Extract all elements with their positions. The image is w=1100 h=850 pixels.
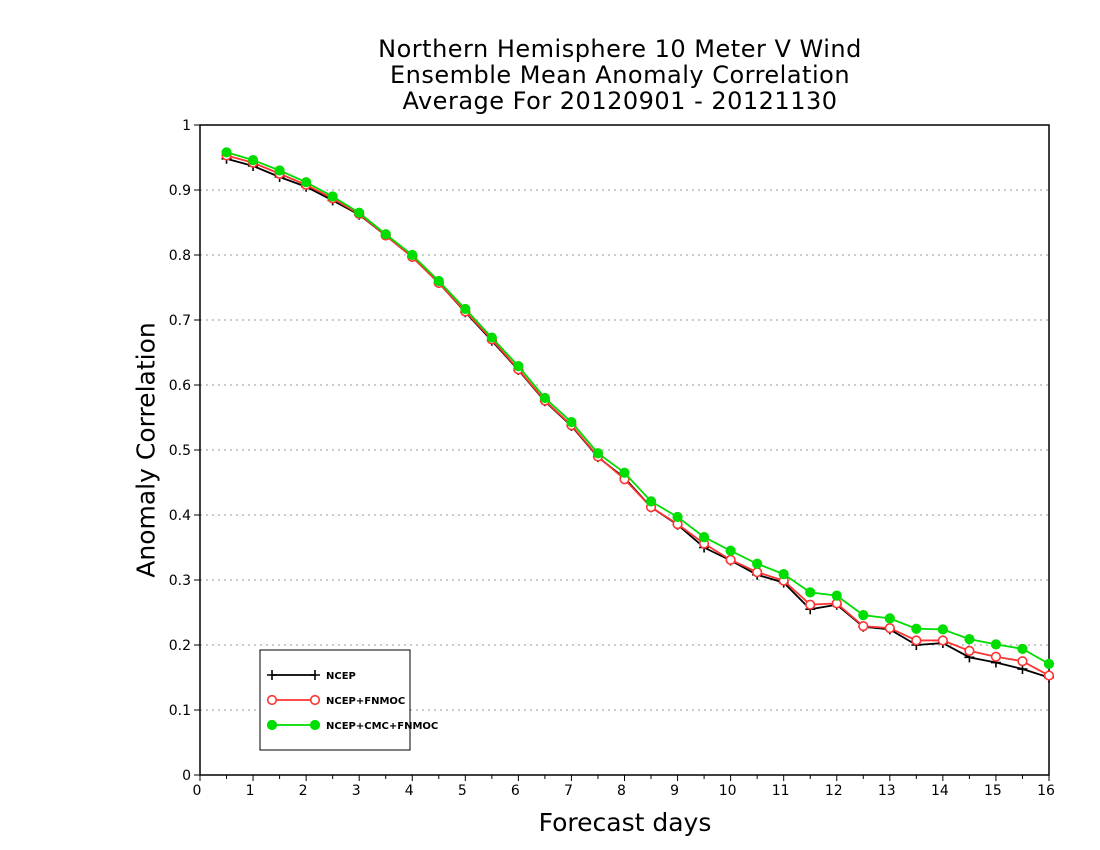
- x-tick-label: 16: [1037, 783, 1055, 799]
- x-tick-label: 3: [352, 783, 361, 799]
- data-point: [433, 275, 444, 287]
- title-line-2: Ensemble Mean Anomaly Correlation: [389, 61, 851, 89]
- data-point: [990, 639, 1002, 650]
- data-point: [752, 567, 763, 578]
- legend-marker: [309, 694, 321, 706]
- series-line: [226, 157, 1050, 679]
- x-tick-label: 15: [984, 783, 1002, 799]
- data-point: [752, 558, 763, 569]
- data-point: [990, 651, 1002, 662]
- data-point: [725, 545, 736, 556]
- data-point: [221, 147, 232, 158]
- y-tick-label: 0.3: [169, 573, 191, 589]
- x-tick-label: 1: [246, 783, 255, 799]
- data-point: [619, 467, 630, 478]
- data-point: [911, 635, 922, 646]
- x-tick-label: 11: [772, 783, 790, 799]
- y-axis-label: Anomaly Correlation: [131, 322, 161, 578]
- data-point: [805, 599, 816, 610]
- y-tick-label: 0.9: [169, 183, 191, 199]
- y-tick-label: 0.6: [169, 378, 191, 394]
- title-line-3: Average For 20120901 - 20121130: [402, 87, 838, 115]
- data-point: [247, 155, 259, 166]
- data-point: [539, 392, 551, 404]
- data-point: [1043, 670, 1055, 681]
- x-tick-label: 9: [670, 783, 679, 799]
- x-tick-label: 13: [878, 783, 896, 799]
- x-tick-label: 14: [931, 783, 949, 799]
- data-point: [858, 610, 869, 621]
- data-point: [301, 177, 312, 188]
- legend-label: NCEP+CMC+FNMOC: [326, 721, 438, 732]
- x-tick-label: 6: [511, 783, 520, 799]
- data-point: [407, 249, 418, 261]
- data-point: [884, 622, 895, 634]
- y-tick-label: 0.5: [169, 443, 191, 459]
- data-point: [911, 623, 922, 634]
- data-point: [964, 645, 975, 656]
- data-point: [937, 624, 948, 635]
- x-tick-label: 0: [193, 783, 202, 799]
- data-point: [1017, 656, 1028, 667]
- data-point: [486, 332, 497, 343]
- data-point: [645, 496, 657, 507]
- series-line: [226, 151, 1050, 665]
- data-point: [884, 613, 895, 624]
- legend-marker: [310, 670, 320, 680]
- data-point: [964, 634, 975, 645]
- legend-label: NCEP: [326, 671, 356, 682]
- x-tick-label: 5: [458, 783, 467, 799]
- data-point: [778, 569, 789, 580]
- y-tick-label: 0.1: [169, 703, 191, 719]
- x-tick-label: 12: [825, 783, 843, 799]
- data-point: [274, 165, 285, 176]
- y-tick-label: 0.2: [169, 638, 191, 654]
- data-point: [566, 416, 577, 428]
- data-point: [698, 532, 710, 543]
- y-tick-label: 1: [182, 118, 191, 134]
- x-tick-label: 8: [617, 783, 626, 799]
- data-point: [460, 303, 471, 315]
- x-axis-label: Forecast days: [538, 808, 712, 837]
- legend-label: NCEP+FNMOC: [326, 696, 405, 707]
- data-point: [937, 635, 948, 646]
- data-point: [1017, 643, 1028, 655]
- data-point: [327, 191, 338, 202]
- data-point: [672, 511, 683, 523]
- data-point: [513, 361, 524, 372]
- data-point: [380, 229, 391, 240]
- y-tick-label: 0.7: [169, 313, 191, 329]
- data-point: [592, 448, 604, 459]
- y-tick-label: 0.8: [169, 248, 191, 264]
- data-point: [858, 621, 869, 632]
- series-line: [226, 154, 1050, 677]
- legend-marker: [309, 719, 321, 731]
- data-point: [725, 554, 736, 565]
- y-tick-label: 0: [182, 768, 191, 784]
- data-point: [805, 587, 816, 598]
- x-tick-label: 10: [719, 783, 737, 799]
- x-tick-label: 7: [564, 783, 573, 799]
- data-point: [831, 590, 842, 601]
- x-tick-label: 4: [405, 783, 414, 799]
- legend-marker: [267, 670, 277, 680]
- x-tick-label: 2: [299, 783, 308, 799]
- title-line-1: Northern Hemisphere 10 Meter V Wind: [378, 35, 862, 63]
- legend-marker: [266, 719, 278, 731]
- data-point: [1043, 658, 1055, 669]
- chart-title: Northern Hemisphere 10 Meter V Wind Ense…: [0, 36, 1100, 114]
- y-tick-label: 0.4: [169, 508, 191, 524]
- data-point: [354, 207, 365, 218]
- legend-marker: [266, 694, 278, 706]
